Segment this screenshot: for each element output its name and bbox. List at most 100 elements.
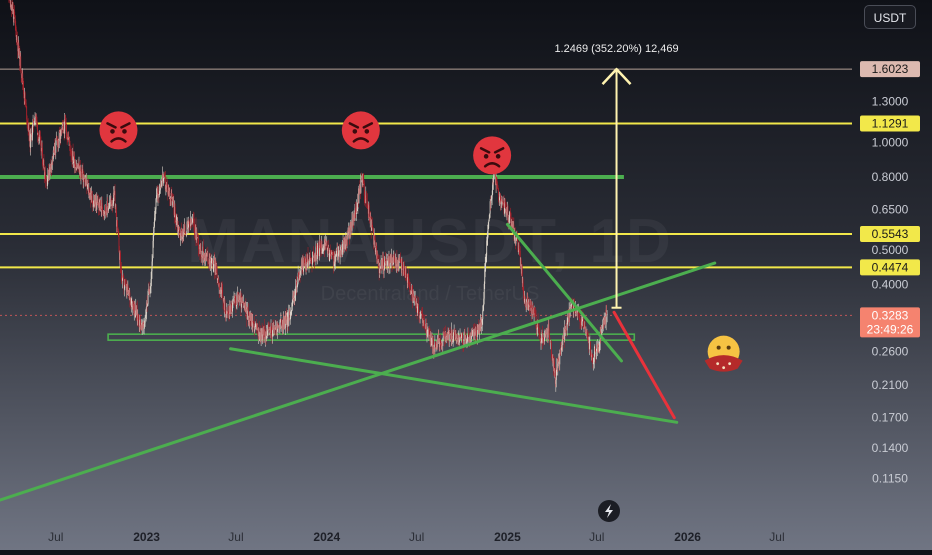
candle-body (560, 348, 562, 355)
candle-body (131, 303, 133, 310)
red-down-arrow (612, 310, 676, 420)
candle-body (402, 270, 404, 272)
candle-body (147, 304, 149, 307)
candle-body (403, 264, 405, 272)
candle-body (86, 179, 88, 187)
candle-body (81, 169, 83, 174)
candle-body (204, 258, 206, 262)
candle-body (236, 293, 238, 306)
candle-body (410, 293, 412, 295)
candle-body (471, 332, 473, 336)
candle-body (556, 364, 558, 371)
price-tick-label: 1.0000 (872, 135, 909, 149)
candle-body (420, 315, 422, 316)
candle-body (562, 336, 564, 346)
candle-body (119, 252, 121, 267)
candle-body (466, 341, 468, 343)
candle-body (453, 332, 455, 335)
candle-body (231, 304, 232, 306)
candle-body (527, 301, 529, 310)
candle-body (596, 345, 598, 349)
candle-body (85, 179, 87, 186)
candle-body (392, 260, 394, 265)
candle-body (314, 254, 316, 261)
level-lines (0, 68, 852, 341)
candle-body (36, 116, 37, 121)
candle-body (364, 195, 366, 199)
candle-body (602, 324, 604, 330)
candle-body (260, 331, 262, 341)
candle-body (273, 322, 274, 330)
candle-body (342, 239, 344, 248)
candle-body (503, 201, 504, 203)
candle-body (297, 282, 299, 286)
candle-body (528, 303, 530, 310)
candle-body (176, 219, 178, 228)
candle-body (426, 330, 428, 336)
candle-body (559, 349, 561, 353)
time-axis[interactable]: Jul 2023 Jul 2024 Jul 2025 Jul 2026 Jul (48, 500, 785, 544)
candle-body (324, 240, 326, 250)
candle-body (512, 222, 514, 232)
candle-body (580, 321, 581, 325)
candle-body (328, 253, 330, 256)
candle-body (489, 213, 491, 219)
candle-body (169, 190, 171, 199)
candle-body (381, 258, 383, 269)
candle-body (234, 298, 235, 299)
candle-body (407, 275, 409, 283)
currency-selector[interactable]: USDT (864, 5, 916, 29)
candle-body (526, 302, 528, 306)
candle-body (306, 258, 307, 269)
candle-body (431, 337, 433, 344)
candle-body (539, 332, 541, 339)
candle-body (119, 252, 120, 260)
candle-body (140, 319, 142, 330)
candle-body (565, 327, 567, 330)
candle-body (266, 331, 268, 339)
price-axis[interactable]: 1.3000 1.0000 0.8000 0.6500 0.5000 0.4000 0.26… (860, 61, 920, 485)
candle-body (197, 238, 199, 249)
masked-face-eye (726, 345, 731, 350)
candle-body (244, 303, 246, 306)
candle-body (66, 131, 68, 138)
candle-body (520, 261, 522, 266)
drawings: 1.2469 (352.20%) 12,469 (0, 43, 717, 502)
candle-body (205, 253, 207, 255)
candle-body (603, 317, 605, 325)
candle-body (579, 314, 580, 321)
candle-body (370, 216, 372, 218)
candle-body (412, 290, 414, 303)
candle-body (168, 190, 170, 196)
candle-body (280, 318, 282, 328)
candle-body (203, 253, 205, 262)
candle-body (389, 256, 390, 267)
candle-body (125, 284, 127, 285)
candle-body (378, 261, 380, 274)
candle-body (305, 264, 306, 270)
candle-body (465, 335, 467, 343)
candle-body (27, 122, 29, 124)
candle-body (14, 16, 16, 19)
candle-body (59, 131, 61, 133)
candle-body (150, 279, 152, 287)
candle-body (508, 217, 510, 222)
candle-body (31, 133, 33, 141)
time-tick-label: Jul (589, 530, 604, 544)
candle-body (440, 341, 442, 345)
angry-face-eye (110, 129, 115, 134)
candle-body (299, 271, 301, 280)
candle-body (601, 326, 603, 337)
masked-face-eye (716, 345, 721, 350)
candle-body (120, 268, 122, 280)
candle-body (510, 213, 512, 228)
candle-body (200, 243, 202, 256)
candle-body (92, 202, 94, 208)
candle-body (250, 315, 252, 326)
candle-body (161, 173, 163, 179)
candle-body (115, 207, 117, 212)
candle-body (238, 299, 240, 301)
candle-body (347, 233, 349, 239)
